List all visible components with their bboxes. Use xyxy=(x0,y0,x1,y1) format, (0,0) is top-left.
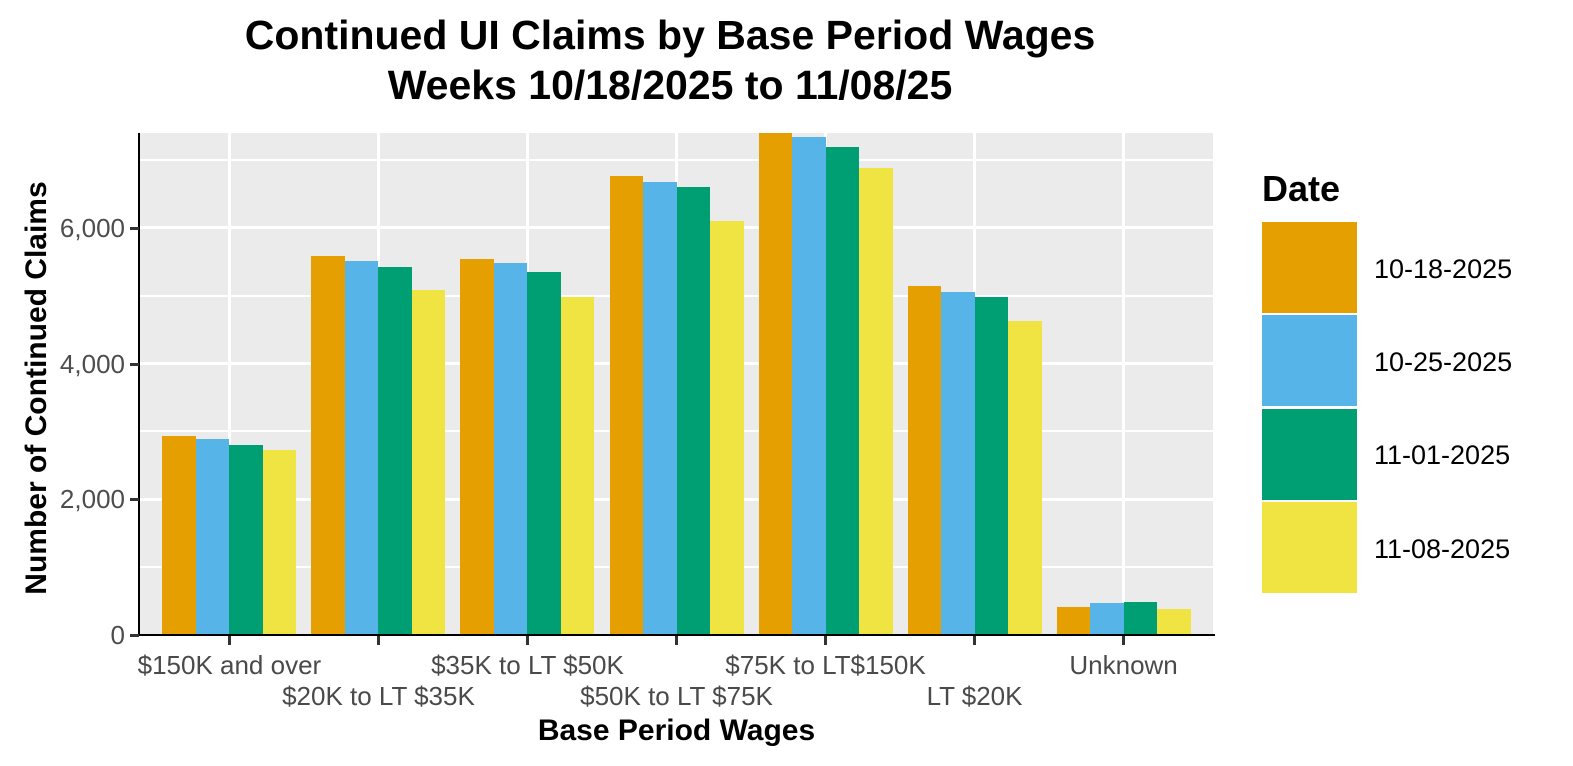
bar-group xyxy=(460,133,595,635)
legend-swatch-10-25-2025 xyxy=(1262,315,1357,407)
bar-11-08-2025 xyxy=(560,297,595,635)
x-tick-label: Unknown xyxy=(1069,650,1178,680)
legend-label-11-08-2025: 11-08-2025 xyxy=(1374,533,1511,564)
bar-11-08-2025 xyxy=(411,289,446,635)
legend: Date 10-18-2025 10-25-2025 11-01-2025 11-08… xyxy=(1256,168,1573,618)
bar-11-01-2025 xyxy=(825,146,860,635)
y-axis-line xyxy=(138,133,140,636)
bar-10-18-2025 xyxy=(460,258,494,635)
chart-title: Continued UI Claims by Base Period Wages… xyxy=(0,10,1340,110)
bar-11-01-2025 xyxy=(527,272,561,635)
x-tick-mark xyxy=(1122,636,1126,645)
bar-11-01-2025 xyxy=(229,445,263,635)
vertical-gridline xyxy=(227,133,231,635)
y-tick-mark xyxy=(130,634,139,637)
y-tick-label: 0 xyxy=(110,620,125,650)
x-tick-label: $35K to LT $50K xyxy=(431,650,624,680)
legend-label-11-01-2025: 11-01-2025 xyxy=(1374,440,1511,471)
bar-11-08-2025 xyxy=(1157,609,1191,635)
legend-label-10-25-2025: 10-25-2025 xyxy=(1374,346,1513,377)
bar-10-25-2025 xyxy=(1090,603,1124,635)
x-tick-mark xyxy=(227,636,231,645)
x-tick-label: $150K and over xyxy=(137,650,322,680)
y-tick-label: 2,000 xyxy=(59,484,125,515)
bar-11-01-2025 xyxy=(1123,602,1158,635)
y-tick-label: 6,000 xyxy=(59,212,125,243)
bar-11-01-2025 xyxy=(676,187,710,635)
bar-10-18-2025 xyxy=(1056,606,1091,635)
bar-group xyxy=(311,133,446,635)
vertical-gridline xyxy=(1122,133,1126,635)
bar-11-08-2025 xyxy=(262,449,297,635)
bar-10-18-2025 xyxy=(162,436,196,635)
bar-10-25-2025 xyxy=(493,263,528,635)
bar-group xyxy=(609,133,744,635)
y-tick-mark xyxy=(130,226,139,230)
bar-10-18-2025 xyxy=(311,256,345,635)
bar-10-25-2025 xyxy=(941,291,975,635)
bar-11-01-2025 xyxy=(378,267,412,635)
x-tick-mark xyxy=(376,636,380,645)
y-tick-mark xyxy=(130,362,139,366)
bar-group xyxy=(907,133,1042,635)
bar-10-25-2025 xyxy=(195,438,230,635)
y-tick-label: 4,000 xyxy=(59,348,125,379)
legend-title: Date xyxy=(1262,168,1341,209)
bar-11-08-2025 xyxy=(859,168,893,635)
x-tick-mark xyxy=(675,636,678,645)
x-axis-title: Base Period Wages xyxy=(537,714,816,747)
bar-10-25-2025 xyxy=(792,137,826,635)
legend-swatch-11-08-2025 xyxy=(1262,501,1357,593)
bar-group xyxy=(758,133,893,635)
chart-title-line1: Continued UI Claims by Base Period Wages xyxy=(244,12,1096,58)
x-tick-mark xyxy=(973,636,977,645)
x-tick-label: $50K to LT $75K xyxy=(580,681,773,711)
y-axis-title: Number of Continued Claims xyxy=(20,181,53,595)
x-tick-mark xyxy=(824,636,828,645)
legend-swatch-10-18-2025 xyxy=(1262,222,1357,313)
legend-label-10-18-2025: 10-18-2025 xyxy=(1374,253,1513,284)
bar-group xyxy=(1056,133,1191,635)
plot-panel xyxy=(140,133,1213,635)
x-tick-label: $20K to LT $35K xyxy=(282,681,475,711)
bar-group xyxy=(162,133,297,635)
x-tick-label: LT $20K xyxy=(926,681,1023,711)
x-tick-label: $75K to LT$150K xyxy=(725,650,926,680)
x-axis-line xyxy=(138,634,1215,636)
bar-11-01-2025 xyxy=(974,297,1009,635)
bar-10-18-2025 xyxy=(907,286,942,635)
legend-swatch-11-01-2025 xyxy=(1262,408,1357,500)
x-tick-mark xyxy=(525,636,529,645)
bar-10-25-2025 xyxy=(344,260,379,635)
bar-10-18-2025 xyxy=(609,176,643,635)
chart-title-line2: Weeks 10/18/2025 to 11/08/25 xyxy=(387,62,953,108)
bar-10-18-2025 xyxy=(758,133,793,635)
bar-11-08-2025 xyxy=(1008,320,1042,635)
y-tick-mark xyxy=(130,498,139,502)
bar-11-08-2025 xyxy=(710,220,744,635)
bar-10-25-2025 xyxy=(643,181,677,635)
